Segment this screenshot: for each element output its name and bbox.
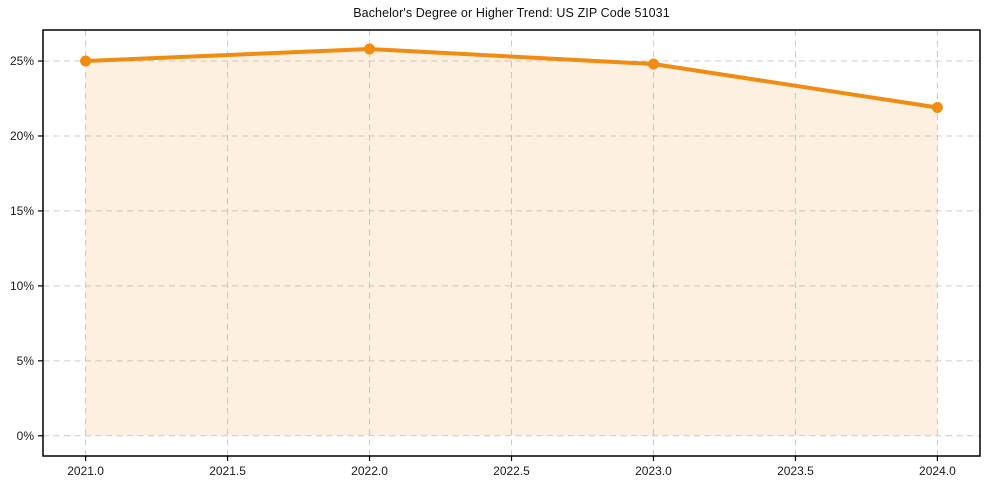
data-point bbox=[80, 55, 92, 67]
x-tick-label: 2021.5 bbox=[209, 464, 246, 478]
data-point bbox=[931, 101, 943, 113]
y-tick-label: 25% bbox=[10, 54, 34, 68]
data-point bbox=[647, 58, 659, 70]
x-tick-label: 2022.5 bbox=[493, 464, 530, 478]
chart-title: Bachelor's Degree or Higher Trend: US ZI… bbox=[353, 6, 670, 20]
x-tick-label: 2022.0 bbox=[351, 464, 388, 478]
y-tick-label: 20% bbox=[10, 129, 34, 143]
y-tick-label: 5% bbox=[17, 354, 35, 368]
y-tick-label: 15% bbox=[10, 204, 34, 218]
area-fill bbox=[85, 49, 938, 436]
trend-line bbox=[83, 47, 940, 110]
x-tick-label: 2024.0 bbox=[919, 464, 956, 478]
data-point bbox=[364, 43, 376, 55]
y-tick-label: 0% bbox=[17, 429, 35, 443]
x-tick-label: 2023.0 bbox=[635, 464, 672, 478]
x-tick-label: 2021.0 bbox=[67, 464, 104, 478]
y-tick-label: 10% bbox=[10, 279, 34, 293]
x-tick-label: 2023.5 bbox=[777, 464, 814, 478]
